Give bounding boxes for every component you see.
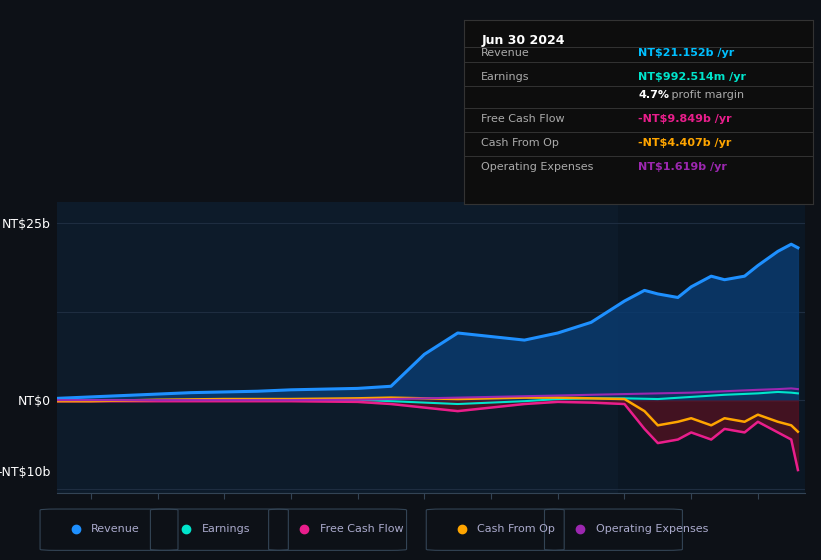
Text: Revenue: Revenue bbox=[91, 524, 140, 534]
Text: Operating Expenses: Operating Expenses bbox=[596, 524, 708, 534]
Text: Earnings: Earnings bbox=[481, 72, 530, 82]
Text: -NT$9.849b /yr: -NT$9.849b /yr bbox=[639, 114, 732, 124]
Text: Free Cash Flow: Free Cash Flow bbox=[320, 524, 403, 534]
Text: Jun 30 2024: Jun 30 2024 bbox=[481, 34, 565, 48]
Text: Cash From Op: Cash From Op bbox=[481, 138, 559, 148]
Text: -NT$4.407b /yr: -NT$4.407b /yr bbox=[639, 138, 732, 148]
Text: Cash From Op: Cash From Op bbox=[478, 524, 555, 534]
Text: 4.7%: 4.7% bbox=[639, 90, 669, 100]
Text: NT$1.619b /yr: NT$1.619b /yr bbox=[639, 162, 727, 172]
Text: Revenue: Revenue bbox=[481, 48, 530, 58]
Text: Earnings: Earnings bbox=[202, 524, 250, 534]
Bar bbox=[617, 202, 805, 493]
Text: profit margin: profit margin bbox=[668, 90, 744, 100]
Text: NT$992.514m /yr: NT$992.514m /yr bbox=[639, 72, 746, 82]
Text: Operating Expenses: Operating Expenses bbox=[481, 162, 594, 172]
Text: Free Cash Flow: Free Cash Flow bbox=[481, 114, 565, 124]
Text: NT$21.152b /yr: NT$21.152b /yr bbox=[639, 48, 735, 58]
